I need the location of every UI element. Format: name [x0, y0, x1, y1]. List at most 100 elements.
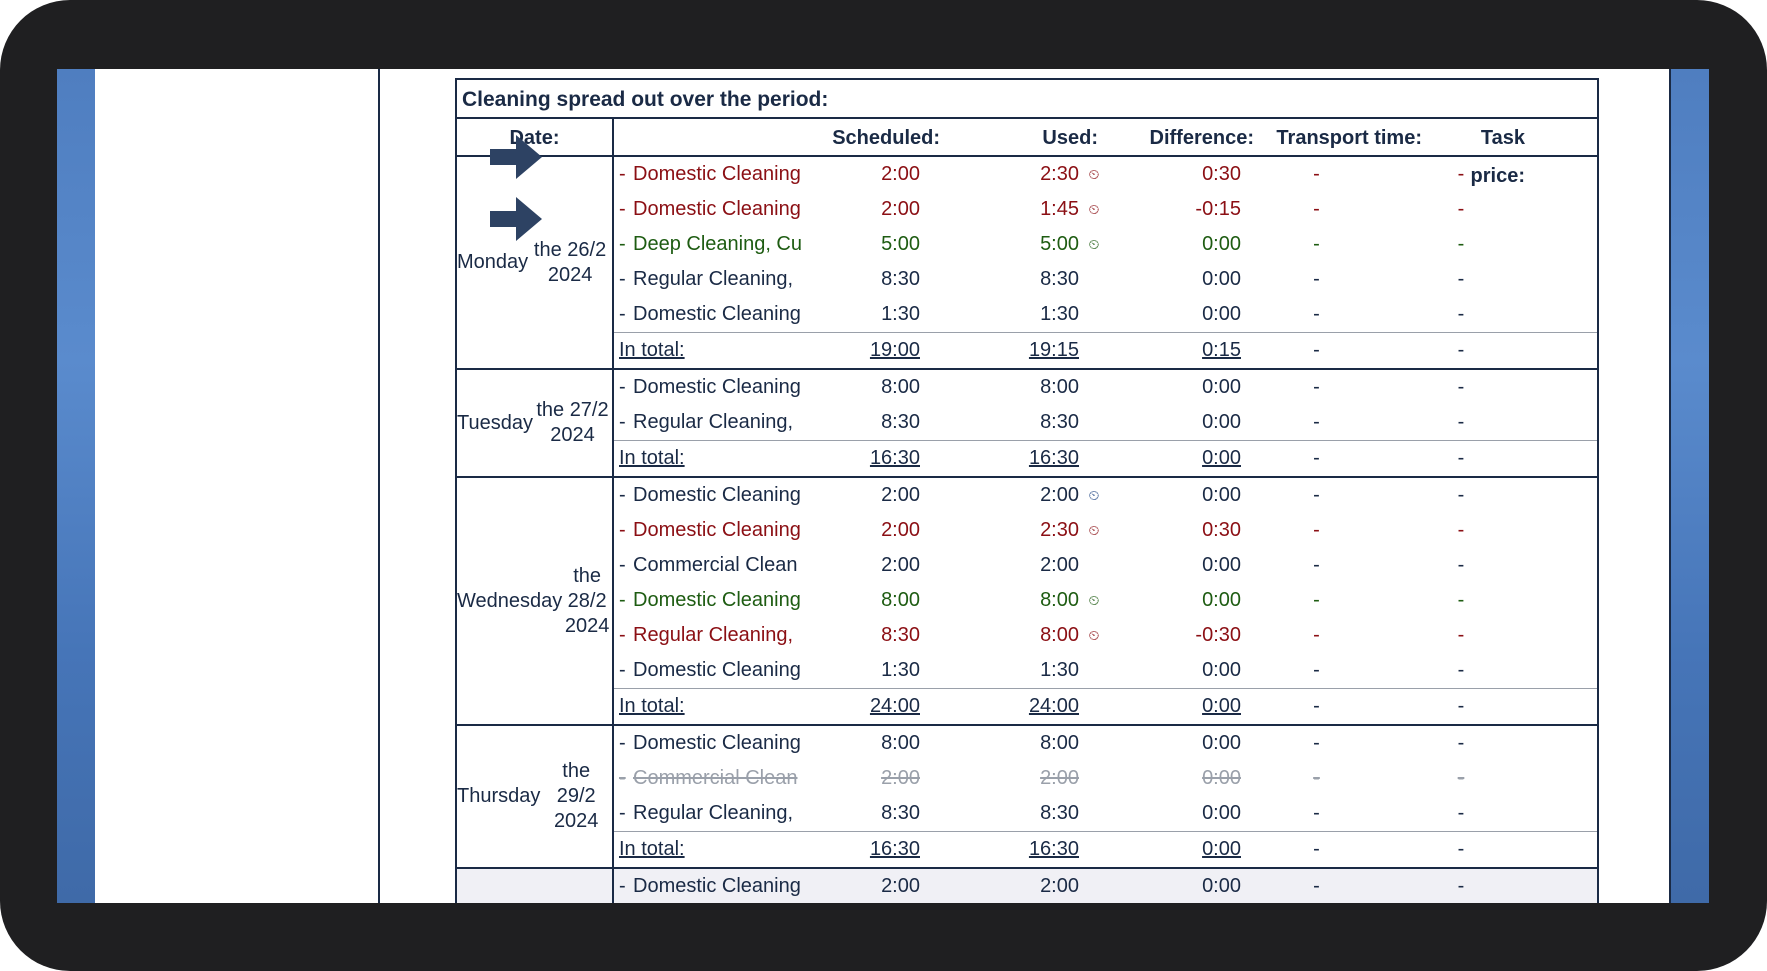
task-description[interactable]: Regular Cleaning,: [633, 268, 794, 290]
table-row[interactable]: - Regular Cleaning, 8:30 8:00 ⏲ -0:30- -: [614, 618, 1597, 653]
total-scheduled: 16:30: [869, 447, 920, 469]
task-description[interactable]: Domestic Cleaning: [633, 376, 801, 398]
day-label: Monday the 26/2 2024: [457, 157, 614, 368]
clock-icon[interactable]: ⏲: [1088, 166, 1100, 182]
task-description[interactable]: Domestic Cleaning: [633, 484, 801, 506]
task-description[interactable]: Domestic Cleaning: [633, 875, 801, 897]
header-transport-time: Transport time:: [1276, 127, 1422, 149]
total-used: 24:00: [1028, 695, 1079, 717]
task-price: -: [1457, 732, 1465, 754]
scheduled-time: 8:00: [881, 376, 920, 398]
transport-time: -: [1313, 659, 1320, 681]
transport-time: -: [1313, 484, 1320, 506]
transport-time: -: [1313, 233, 1320, 255]
table-row[interactable]: - Regular Cleaning, 8:30 8:30 0:00- -: [614, 262, 1597, 297]
table-row[interactable]: - Commercial Clean 2:00 2:00 0:00- -: [614, 548, 1597, 583]
report-title: Cleaning spread out over the period:: [457, 80, 1597, 119]
row-bullet: -: [619, 303, 626, 325]
scheduled-time: 8:30: [881, 268, 920, 290]
weekday: Monday: [457, 251, 529, 273]
cleaning-report-table: Cleaning spread out over the period: Dat…: [455, 78, 1599, 903]
row-bullet: -: [619, 554, 626, 576]
clock-icon[interactable]: ⏲: [1088, 487, 1100, 503]
task-description[interactable]: Domestic Cleaning: [633, 519, 801, 541]
date: the 29/2 2024: [553, 760, 599, 832]
table-row[interactable]: - Domestic Cleaning 1:30 1:30 0:00- -: [614, 297, 1597, 332]
table-row[interactable]: - Commercial Clean 2:00 2:00 0:00- -: [614, 761, 1597, 796]
total-transport-time: -: [1313, 838, 1320, 860]
total-row: In total: 16:30 16:30 0:00 - -: [614, 831, 1597, 867]
scheduled-time: 2:00: [881, 554, 920, 576]
task-description[interactable]: Domestic Cleaning: [633, 589, 801, 611]
transport-time: -: [1313, 732, 1320, 754]
row-bullet: -: [619, 484, 626, 506]
row-bullet: -: [619, 589, 626, 611]
scheduled-time: 2:00: [881, 484, 920, 506]
row-bullet: -: [619, 376, 626, 398]
scheduled-time: 2:00: [881, 163, 920, 185]
clock-icon[interactable]: ⏲: [1088, 201, 1100, 217]
date: the 26/2 2024: [533, 238, 607, 286]
row-bullet: -: [619, 732, 626, 754]
table-row[interactable]: - Domestic Cleaning 8:00 8:00 0:00- -: [614, 370, 1597, 405]
clock-icon[interactable]: ⏲: [1088, 627, 1100, 643]
clock-icon[interactable]: ⏲: [1088, 592, 1100, 608]
table-row[interactable]: - Domestic Cleaning 2:00 2:00 ⏲ 0:00- -: [614, 478, 1597, 513]
table-row[interactable]: - Domestic Cleaning 2:00 1:45 ⏲ -0:15- -: [614, 192, 1597, 227]
table-row[interactable]: - Regular Cleaning, 8:30 8:30 0:00- -: [614, 796, 1597, 831]
weekday: Thursday: [457, 785, 541, 807]
task-price: -: [1457, 624, 1465, 646]
task-price: -: [1457, 589, 1465, 611]
header-difference: Difference:: [1149, 127, 1254, 149]
day-label: Tuesday the 27/2 2024: [457, 370, 614, 476]
task-description[interactable]: Regular Cleaning,: [633, 624, 794, 646]
task-description[interactable]: Domestic Cleaning: [633, 303, 801, 325]
task-description[interactable]: Domestic Cleaning: [633, 163, 801, 185]
used-time: 2:00: [1040, 484, 1079, 506]
table-row[interactable]: - Domestic Cleaning 2:00 2:30 ⏲ 0:30- -: [614, 157, 1597, 192]
table-row[interactable]: - Deep Cleaning, Cu 5:00 5:00 ⏲ 0:00- -: [614, 227, 1597, 262]
used-time: 1:30: [1040, 659, 1079, 681]
task-description[interactable]: Domestic Cleaning: [633, 198, 801, 220]
header-used: Used:: [1042, 127, 1098, 149]
total-task-price: -: [1457, 339, 1465, 361]
task-description[interactable]: Commercial Clean: [633, 767, 798, 789]
difference: 0:00: [1202, 802, 1241, 824]
row-bullet: -: [619, 519, 626, 541]
table-row[interactable]: - Domestic Cleaning 2:00 2:00 0:00- -: [614, 869, 1597, 903]
table-row[interactable]: - Regular Cleaning, 8:30 8:30 0:00- -: [614, 405, 1597, 440]
transport-time: -: [1313, 268, 1320, 290]
table-row[interactable]: - Domestic Cleaning 8:00 8:00 ⏲ 0:00- -: [614, 583, 1597, 618]
difference: -0:30: [1195, 624, 1241, 646]
scheduled-time: 1:30: [881, 303, 920, 325]
used-time: 8:00: [1040, 732, 1079, 754]
task-description[interactable]: Deep Cleaning, Cu: [633, 233, 802, 255]
task-description[interactable]: Regular Cleaning,: [633, 411, 794, 433]
task-description[interactable]: Domestic Cleaning: [633, 659, 801, 681]
used-time: 8:00: [1040, 589, 1079, 611]
transport-time: -: [1313, 163, 1320, 185]
task-price: -: [1457, 268, 1465, 290]
difference: 0:00: [1202, 875, 1241, 897]
table-row[interactable]: - Domestic Cleaning 2:00 2:30 ⏲ 0:30- -: [614, 513, 1597, 548]
day-block: Thursday the 29/2 2024- Domestic Cleaning 8…: [457, 726, 1597, 869]
task-description[interactable]: Domestic Cleaning: [633, 732, 801, 754]
task-description[interactable]: Commercial Clean: [633, 554, 798, 576]
difference: 0:00: [1202, 589, 1241, 611]
difference: 0:00: [1202, 411, 1241, 433]
table-row[interactable]: - Domestic Cleaning 8:00 8:00 0:00- -: [614, 726, 1597, 761]
row-bullet: -: [619, 233, 626, 255]
total-label: In total:: [619, 339, 685, 361]
scheduled-time: 8:30: [881, 802, 920, 824]
row-bullet: -: [619, 624, 626, 646]
clock-icon[interactable]: ⏲: [1088, 236, 1100, 252]
day-block: - Domestic Cleaning 2:00 2:00 0:00- -: [457, 869, 1597, 903]
used-time: 5:00: [1040, 233, 1079, 255]
clock-icon[interactable]: ⏲: [1088, 522, 1100, 538]
task-price: -: [1457, 659, 1465, 681]
transport-time: -: [1313, 624, 1320, 646]
task-price: -: [1457, 198, 1465, 220]
task-description[interactable]: Regular Cleaning,: [633, 802, 794, 824]
table-row[interactable]: - Domestic Cleaning 1:30 1:30 0:00- -: [614, 653, 1597, 688]
total-task-price: -: [1457, 447, 1465, 469]
